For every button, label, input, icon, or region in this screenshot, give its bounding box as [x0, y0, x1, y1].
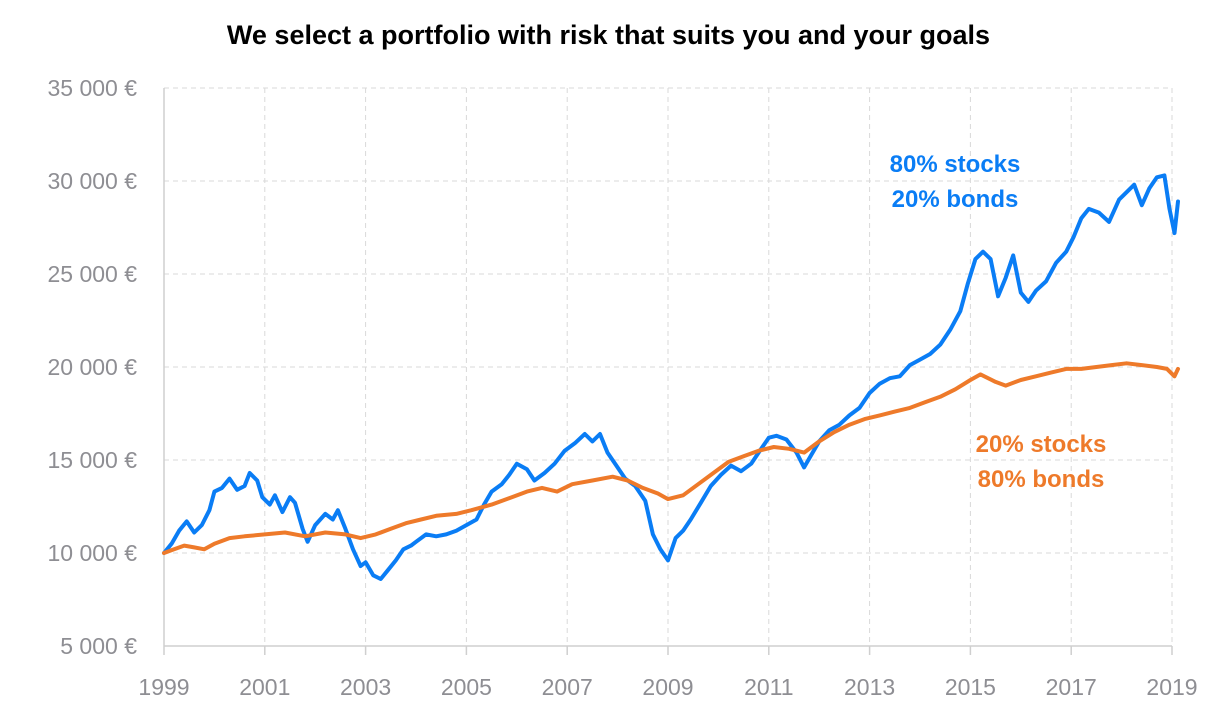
- y-tick-label: 15 000 €: [47, 447, 137, 473]
- x-tick-label: 2013: [844, 674, 895, 700]
- chart-title: We select a portfolio with risk that sui…: [226, 20, 991, 50]
- series-annotations: 80% stocks 20% bonds 20% stocks 80% bonds: [890, 151, 1107, 493]
- line-stocks-20: [162, 361, 1180, 555]
- y-tick-label: 35 000 €: [47, 75, 137, 101]
- series-lines: [162, 173, 1180, 581]
- x-tick-label: 2017: [1046, 674, 1097, 700]
- x-tick-labels: 1999 2001 2003 2005 2007 2009 2011 2013 2015 2017…: [138, 674, 1197, 700]
- series-annotation-line: 20% bonds: [892, 186, 1019, 213]
- series-annotation-line: 80% stocks: [890, 151, 1021, 178]
- x-tick-label: 2009: [642, 674, 693, 700]
- y-tick-label: 5 000 €: [60, 633, 137, 659]
- y-tick-label: 10 000 €: [47, 540, 137, 566]
- x-tick-label: 2003: [340, 674, 391, 700]
- x-tick-label: 2005: [441, 674, 492, 700]
- series-annotation-line: 20% stocks: [976, 431, 1107, 458]
- series-annotation-line: 80% bonds: [978, 466, 1105, 493]
- x-tick-label: 2007: [542, 674, 593, 700]
- x-tick-label: 2011: [744, 674, 793, 700]
- y-tick-label: 25 000 €: [47, 261, 137, 287]
- x-tick-label: 2015: [945, 674, 996, 700]
- y-tick-label: 20 000 €: [47, 354, 137, 380]
- x-tick-label: 2001: [239, 674, 290, 700]
- x-tick-label: 2019: [1146, 674, 1197, 700]
- y-tick-label: 30 000 €: [47, 168, 137, 194]
- y-tick-labels: 5 000 € 10 000 € 15 000 € 20 000 € 25 000 € 3…: [47, 75, 137, 659]
- x-tick-label: 1999: [138, 674, 189, 700]
